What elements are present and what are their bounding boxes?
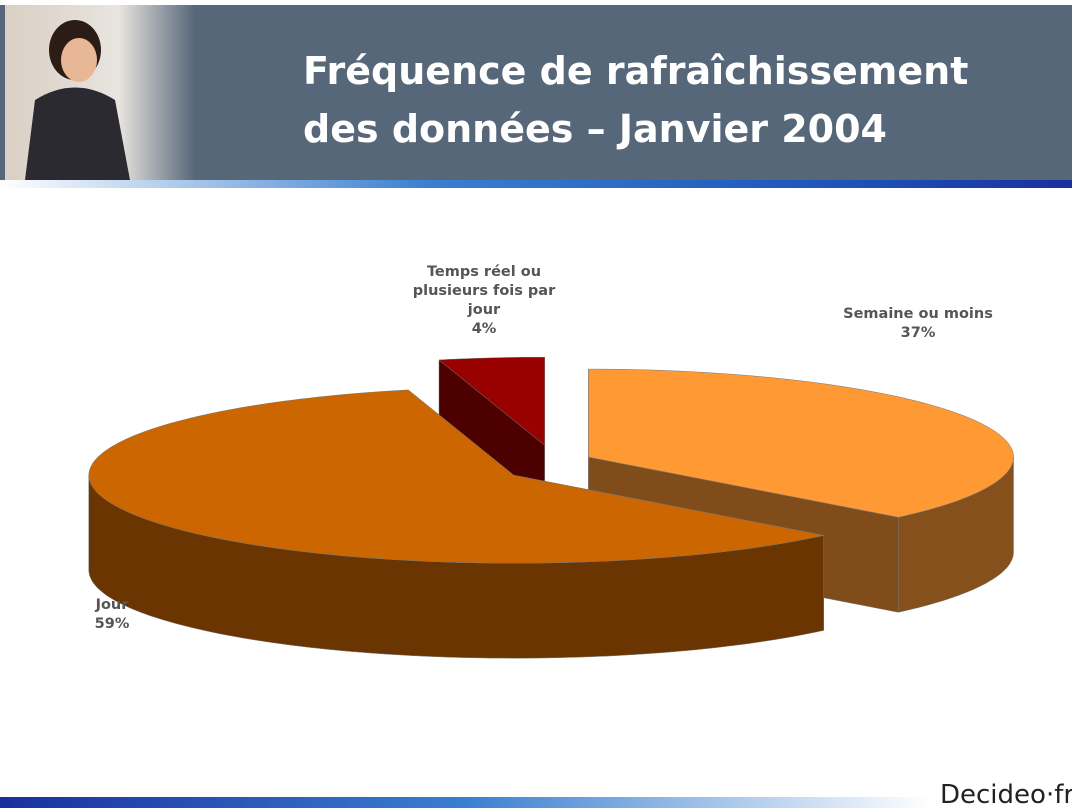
slice — [588, 368, 1014, 518]
header-photo — [5, 5, 195, 180]
face — [61, 38, 97, 82]
suit — [25, 87, 130, 180]
slice — [88, 389, 824, 564]
header-rule — [0, 180, 1072, 188]
value-label: 59% — [94, 616, 130, 632]
category-label: Semaine ou moins — [843, 306, 993, 322]
value-label: 4% — [471, 321, 497, 337]
footer-bar — [0, 797, 930, 808]
slice-label: Temps réel ou plusieurs fois par jour 4% — [404, 263, 564, 339]
slice-label: Jour 59% — [72, 596, 152, 634]
photo-art — [25, 20, 130, 180]
slide-title: Fréquence de rafraîchissement des donnée… — [303, 49, 969, 151]
category-label: Temps réel ou plusieurs fois par jour — [412, 264, 556, 318]
category-label: Jour — [95, 597, 129, 613]
footer-logo: Decideo·fr — [940, 780, 1072, 810]
slice-label: Semaine ou moins 37% — [818, 305, 1018, 343]
slice — [438, 356, 545, 446]
value-label: 37% — [900, 325, 936, 341]
